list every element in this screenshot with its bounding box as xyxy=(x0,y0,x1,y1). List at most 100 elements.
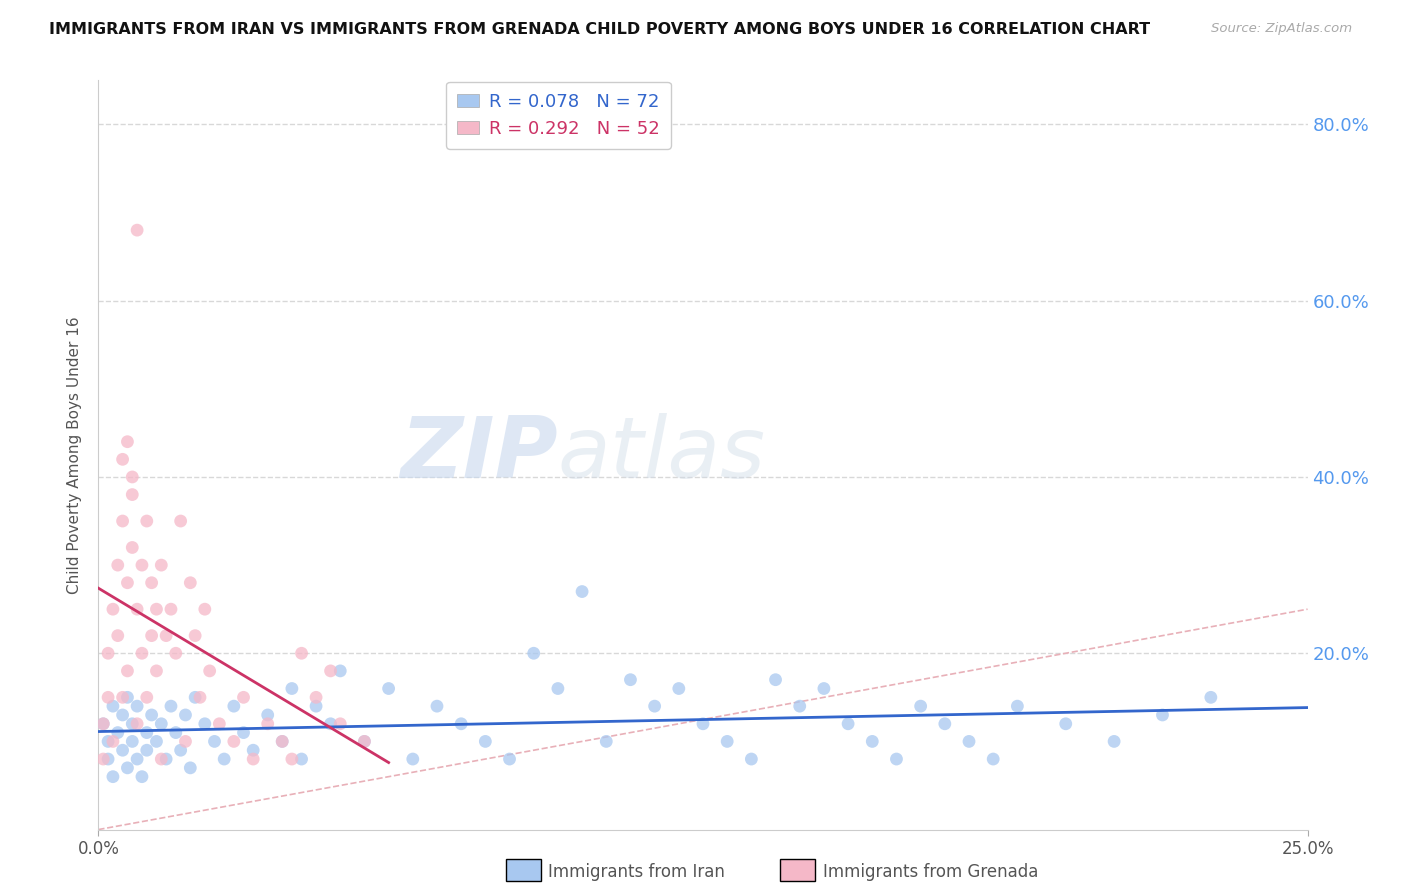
Point xyxy=(111,708,134,723)
Point xyxy=(165,725,187,739)
Point xyxy=(97,646,120,660)
Point xyxy=(150,558,173,573)
Point xyxy=(127,699,149,714)
Point xyxy=(121,734,143,748)
Point xyxy=(1152,708,1174,723)
Point xyxy=(789,699,811,714)
Point xyxy=(150,752,173,766)
Point xyxy=(135,690,157,705)
Point xyxy=(121,716,143,731)
Point xyxy=(319,664,342,678)
Point xyxy=(117,761,139,775)
Point xyxy=(644,699,666,714)
Point xyxy=(135,514,157,528)
Point xyxy=(242,743,264,757)
Point xyxy=(155,752,177,766)
Point xyxy=(290,646,312,660)
Point xyxy=(692,716,714,731)
Point xyxy=(111,514,134,528)
Point xyxy=(145,602,167,616)
Legend: R = 0.078   N = 72, R = 0.292   N = 52: R = 0.078 N = 72, R = 0.292 N = 52 xyxy=(446,82,671,148)
Point xyxy=(131,558,153,573)
Point xyxy=(169,514,191,528)
Point xyxy=(184,629,207,643)
Point xyxy=(194,602,217,616)
Point xyxy=(111,452,134,467)
Point xyxy=(127,223,149,237)
Point xyxy=(204,734,226,748)
Point xyxy=(668,681,690,696)
Point xyxy=(242,752,264,766)
Point xyxy=(145,734,167,748)
Point xyxy=(886,752,908,766)
Point xyxy=(957,734,980,748)
Point xyxy=(111,743,134,757)
Text: Source: ZipAtlas.com: Source: ZipAtlas.com xyxy=(1212,22,1353,36)
Point xyxy=(934,716,956,731)
Point xyxy=(716,734,738,748)
Point xyxy=(121,487,143,501)
Point xyxy=(107,629,129,643)
Point xyxy=(740,752,762,766)
Point xyxy=(97,752,120,766)
Point xyxy=(837,716,859,731)
Point xyxy=(498,752,520,766)
Point xyxy=(860,734,883,748)
Point xyxy=(127,752,149,766)
Point xyxy=(981,752,1004,766)
Point xyxy=(97,734,120,748)
Point xyxy=(232,690,254,705)
Point xyxy=(91,752,114,766)
Point xyxy=(101,734,124,748)
Point xyxy=(174,734,197,748)
Point xyxy=(155,629,177,643)
Point xyxy=(131,646,153,660)
Point xyxy=(1199,690,1222,705)
Point xyxy=(179,575,201,590)
Point xyxy=(121,470,143,484)
Point xyxy=(194,716,217,731)
Point xyxy=(232,725,254,739)
Point xyxy=(571,584,593,599)
Point xyxy=(169,743,191,757)
Point xyxy=(117,664,139,678)
Point xyxy=(111,690,134,705)
Point xyxy=(426,699,449,714)
Point xyxy=(188,690,211,705)
Point xyxy=(141,708,163,723)
Text: IMMIGRANTS FROM IRAN VS IMMIGRANTS FROM GRENADA CHILD POVERTY AMONG BOYS UNDER 1: IMMIGRANTS FROM IRAN VS IMMIGRANTS FROM … xyxy=(49,22,1150,37)
Point xyxy=(474,734,496,748)
Point xyxy=(1102,734,1125,748)
Point xyxy=(160,699,183,714)
Point xyxy=(547,681,569,696)
Text: Immigrants from Iran: Immigrants from Iran xyxy=(548,863,725,881)
Point xyxy=(329,716,352,731)
Point xyxy=(353,734,375,748)
Point xyxy=(174,708,197,723)
Text: atlas: atlas xyxy=(558,413,766,497)
Point xyxy=(107,558,129,573)
Point xyxy=(271,734,294,748)
Point xyxy=(910,699,932,714)
Point xyxy=(141,629,163,643)
Point xyxy=(127,716,149,731)
Point xyxy=(198,664,221,678)
Point xyxy=(97,690,120,705)
Point xyxy=(165,646,187,660)
Point xyxy=(117,690,139,705)
Point xyxy=(135,743,157,757)
Point xyxy=(377,681,399,696)
Point xyxy=(595,734,617,748)
Point xyxy=(813,681,835,696)
Point xyxy=(160,602,183,616)
Point xyxy=(765,673,787,687)
Point xyxy=(1007,699,1029,714)
Text: Immigrants from Grenada: Immigrants from Grenada xyxy=(823,863,1038,881)
Point xyxy=(150,716,173,731)
Point xyxy=(127,602,149,616)
Point xyxy=(107,725,129,739)
Point xyxy=(222,734,245,748)
Point xyxy=(135,725,157,739)
Point xyxy=(101,699,124,714)
Point xyxy=(305,690,328,705)
